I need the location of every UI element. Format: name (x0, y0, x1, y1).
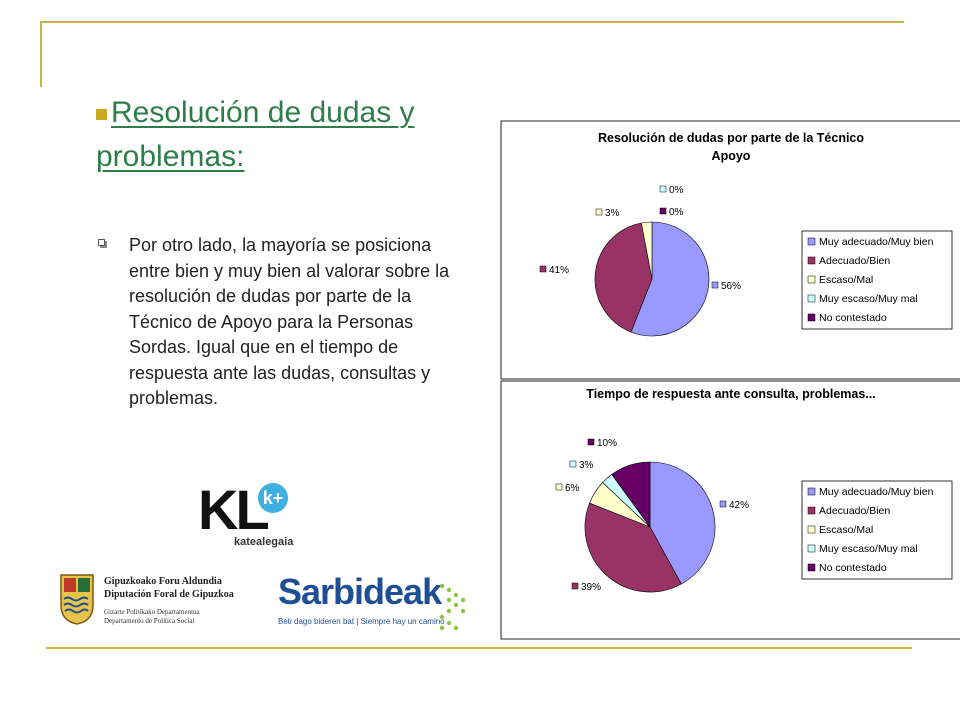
sarbideak-logo: Sarbideak Beti dago bideren bat | Siempr… (278, 572, 478, 634)
legend-entry: Muy escaso/Muy mal (819, 293, 918, 305)
body-paragraph: Por otro lado, la mayoría se posiciona e… (98, 233, 458, 412)
sarbideak-dots-icon (439, 583, 466, 631)
data-label-swatch (587, 438, 595, 446)
gipuzkoa-name-basque: Gipuzkoako Foru Aldundia (104, 576, 222, 587)
sarbideak-tagline: Beti dago bideren bat | Siempre hay un c… (278, 617, 445, 626)
kl-logo-letters: KL (198, 478, 270, 541)
data-label: 6% (565, 483, 580, 494)
legend-entry: Adecuado/Bien (819, 255, 890, 267)
slide-title: Resolución de dudas y problemas: (96, 91, 486, 179)
legend-swatch (807, 544, 816, 553)
decorative-bottom-line (46, 647, 912, 649)
data-label-swatch (711, 281, 719, 289)
data-label-swatch (569, 460, 577, 468)
sarbideak-wordmark: Sarbideak (278, 571, 442, 612)
checkbox-bullet-icon (98, 239, 105, 246)
gipuzkoa-logo: Gipuzkoako Foru Aldundia Diputación Fora… (60, 573, 250, 633)
gipuzkoa-department-spanish: Departamento de Política Social (104, 617, 195, 625)
pie-chart-1: Resolución de dudas por parte de la Técn… (500, 120, 960, 380)
data-label-swatch (555, 483, 563, 491)
legend-entry: No contestado (819, 312, 887, 324)
legend-entry: Muy adecuado/Muy bien (819, 486, 934, 498)
kl-plus-badge-icon: k+ (258, 483, 288, 513)
legend-box (801, 230, 953, 330)
data-label-swatch (659, 207, 667, 215)
data-label: 10% (597, 438, 617, 449)
data-label: 42% (729, 500, 749, 511)
data-label: 0% (669, 185, 684, 196)
data-label-swatch (571, 582, 579, 590)
legend-entry: No contestado (819, 562, 887, 574)
legend-swatch (807, 487, 816, 496)
legend-swatch (807, 313, 816, 322)
pie-slice (611, 461, 651, 528)
chart-title: Resolución de dudas por parte de la Técn… (598, 131, 864, 145)
data-label-swatch (539, 265, 547, 273)
legend-entry: Escaso/Mal (819, 274, 873, 286)
katealegaia-logo: KL k+ katealegaia (198, 478, 294, 549)
data-label-swatch (719, 500, 727, 508)
data-label: 39% (581, 582, 601, 593)
legend-entry: Escaso/Mal (819, 524, 873, 536)
data-label: 3% (605, 208, 620, 219)
kl-logo-subtitle: katealegaia (234, 536, 294, 548)
legend-swatch (807, 256, 816, 265)
pie-slice (594, 222, 653, 333)
data-label: 0% (669, 207, 684, 218)
slide-title-text: Resolución de dudas y problemas: (96, 96, 415, 173)
decorative-left-line (40, 21, 42, 87)
legend-box (801, 480, 953, 580)
legend-swatch (807, 294, 816, 303)
data-label: 56% (721, 281, 741, 292)
legend-entry: Muy escaso/Muy mal (819, 543, 918, 555)
pie-chart-2: Tiempo de respuesta ante consulta, probl… (500, 380, 960, 640)
legend-entry: Adecuado/Bien (819, 505, 890, 517)
gipuzkoa-shield-icon (60, 574, 94, 625)
decorative-top-line (40, 21, 904, 23)
pie-slice (640, 221, 653, 280)
gipuzkoa-department-basque: Gizarte Politikako Departamentua (104, 608, 200, 616)
pie-slice (649, 461, 716, 585)
title-bullet-icon (96, 109, 107, 120)
data-label-swatch (659, 185, 667, 193)
chart-title: Tiempo de respuesta ante consulta, probl… (586, 387, 875, 401)
data-label: 41% (549, 265, 569, 276)
pie-slice (584, 502, 682, 593)
data-label: 3% (579, 460, 594, 471)
legend-entry: Muy adecuado/Muy bien (819, 236, 934, 248)
charts-panel: Resolución de dudas por parte de la Técn… (500, 120, 960, 640)
data-label-swatch (595, 208, 603, 216)
legend-swatch (807, 275, 816, 284)
gipuzkoa-name-spanish: Diputación Foral de Gipuzkoa (104, 589, 234, 600)
legend-swatch (807, 525, 816, 534)
pie-slice (630, 221, 710, 337)
chart-title: Apoyo (712, 149, 751, 163)
legend-swatch (807, 506, 816, 515)
body-paragraph-text: Por otro lado, la mayoría se posiciona e… (129, 235, 450, 408)
legend-swatch (807, 237, 816, 246)
legend-swatch (807, 563, 816, 572)
